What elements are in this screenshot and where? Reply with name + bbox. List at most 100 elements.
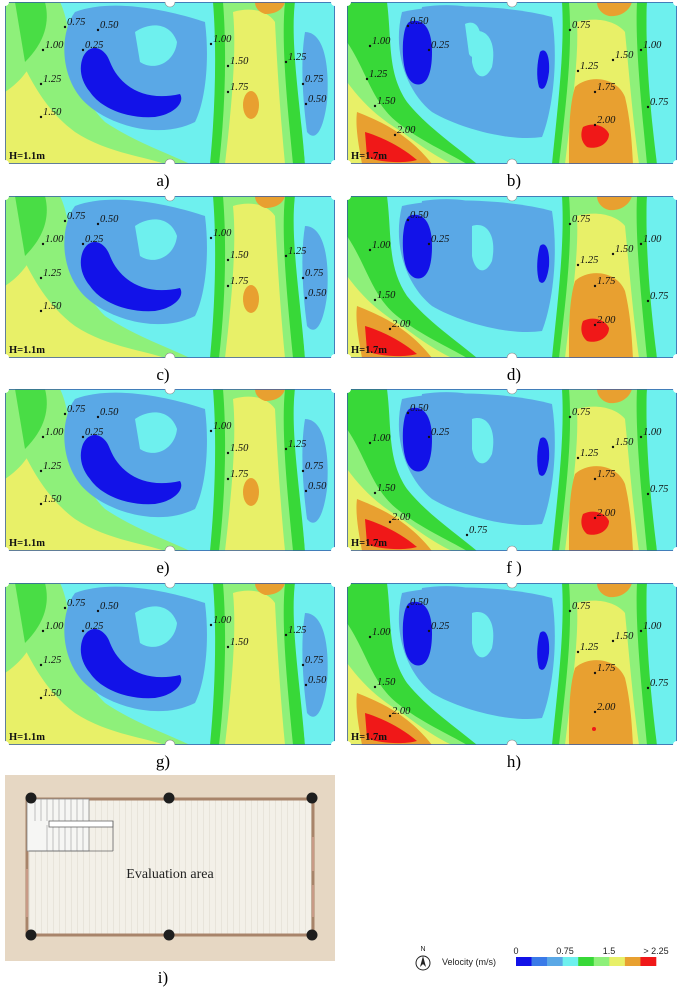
panel-label-a: a) — [156, 171, 170, 190]
velocity-panel-e: 0.75 0.50 0.25 1.00 1.25 1.50 1.00 1.50 1.75 1.25… — [5, 389, 335, 551]
contour-label: 1.00 — [213, 228, 232, 239]
contour-label: 0.75 — [650, 291, 668, 302]
legend-bin — [624, 957, 641, 966]
contour-label: 1.75 — [597, 276, 615, 287]
contour-label: 1.25 — [288, 246, 306, 257]
contour-label: 0.75 — [67, 598, 85, 609]
contour-label: 1.25 — [43, 461, 61, 472]
contour-label: 1.25 — [369, 69, 387, 80]
contour-label: 1.75 — [230, 276, 248, 287]
contour-label: 1.00 — [643, 40, 662, 51]
contour-label: 0.50 — [308, 481, 327, 492]
legend-tick-15: 1.5 — [603, 946, 616, 956]
legend-bin — [593, 957, 610, 966]
height-label: H=1.7m — [351, 151, 387, 162]
contour-label: 1.75 — [597, 663, 615, 674]
contour-label: 1.25 — [580, 61, 598, 72]
evaluation-area-label: Evaluation area — [126, 867, 214, 882]
contour-label: 1.75 — [597, 82, 615, 93]
contour-label: 1.00 — [372, 433, 391, 444]
contour-label: 1.50 — [615, 437, 634, 448]
velocity-legend: N Velocity (m/s) 0 0.75 1.5 > 2.25 — [412, 943, 682, 973]
column-icons — [25, 792, 318, 941]
velocity-panel-b: 0.50 0.25 1.00 1.25 1.50 2.00 0.75 1.25 1.50 1.75… — [347, 2, 677, 164]
legend-tick-075: 0.75 — [556, 946, 574, 956]
height-label: H=1.1m — [9, 538, 45, 549]
panel-label-e: e) — [156, 558, 170, 577]
contour-label: 1.25 — [288, 625, 306, 636]
contour-plot: 0.75 0.50 0.25 1.00 1.25 1.50 1.00 1.50 1.25 0.75… — [5, 583, 335, 745]
contour-label: 1.25 — [43, 268, 61, 279]
stair-icon — [26, 798, 114, 852]
contour-label: 1.00 — [643, 234, 662, 245]
contour-plot: 0.75 0.50 0.25 1.00 1.25 1.50 1.00 1.50 1.75 1.25… — [5, 389, 335, 551]
contour-label: 1.25 — [580, 448, 598, 459]
contour-label: 0.75 — [305, 655, 323, 666]
contour-label: 2.00 — [597, 315, 616, 326]
contour-label: 0.50 — [308, 94, 327, 105]
contour-label: 1.50 — [43, 494, 62, 505]
contour-plot: 0.50 0.25 1.00 1.50 2.00 0.75 0.75 1.25 1.50 1.75… — [347, 389, 677, 551]
legend-bin — [516, 957, 532, 966]
contour-label: 0.25 — [431, 621, 449, 632]
contour-label: 0.75 — [572, 601, 590, 612]
contour-label: 1.75 — [230, 469, 248, 480]
contour-label: 2.00 — [392, 319, 411, 330]
height-label: H=1.7m — [351, 732, 387, 743]
height-label: H=1.1m — [9, 732, 45, 743]
contour-plot: 0.50 0.25 1.00 1.50 2.00 0.75 1.25 1.50 1.75 2.00… — [347, 196, 677, 358]
contour-label: 0.75 — [67, 17, 85, 28]
legend-bin — [531, 957, 548, 966]
contour-label: 2.00 — [597, 508, 616, 519]
contour-label: 0.50 — [410, 403, 429, 414]
north-label: N — [420, 946, 425, 953]
contour-label: 0.75 — [67, 404, 85, 415]
contour-label: 1.00 — [213, 34, 232, 45]
contour-label: 1.50 — [615, 50, 634, 61]
contour-label: 1.50 — [43, 688, 62, 699]
contour-label: 1.50 — [615, 631, 634, 642]
panel-label-g: g) — [155, 752, 171, 771]
contour-label: 1.50 — [230, 250, 249, 261]
contour-plot: 0.50 0.25 1.00 1.25 1.50 2.00 0.75 1.25 1.50 1.75… — [347, 2, 677, 164]
contour-label: 1.25 — [580, 642, 598, 653]
contour-label: 1.25 — [288, 439, 306, 450]
contour-label: 1.25 — [580, 255, 598, 266]
panel-label-d: d) — [506, 365, 522, 384]
contour-label: 1.00 — [372, 240, 391, 251]
contour-label: 1.00 — [45, 40, 64, 51]
contour-label: 1.00 — [213, 421, 232, 432]
contour-label: 1.00 — [45, 427, 64, 438]
legend-color-bar — [516, 957, 657, 966]
contour-label: 0.75 — [650, 97, 668, 108]
contour-label: 0.75 — [572, 407, 590, 418]
contour-plot: 0.75 0.50 0.25 1.00 1.25 1.50 1.00 1.50 1.75 1.25… — [5, 196, 335, 358]
contour-label: 0.50 — [100, 601, 119, 612]
contour-label: 2.00 — [597, 115, 616, 126]
contour-label: 1.25 — [43, 655, 61, 666]
north-arrow-icon: N — [415, 946, 431, 971]
contour-label: 2.00 — [397, 125, 416, 136]
contour-label: 0.75 — [305, 74, 323, 85]
contour-label: 1.00 — [643, 427, 662, 438]
contour-label: 0.25 — [85, 40, 103, 51]
legend-bin — [547, 957, 563, 966]
contour-plot: 0.75 0.50 0.25 1.00 1.25 1.50 1.00 1.50 1.75 1.25… — [5, 2, 335, 164]
contour-label: 1.00 — [45, 621, 64, 632]
contour-label: 0.50 — [308, 288, 327, 299]
contour-label: 0.75 — [572, 20, 590, 31]
contour-label: 0.50 — [100, 407, 119, 418]
velocity-panel-d: 0.50 0.25 1.00 1.50 2.00 0.75 1.25 1.50 1.75 2.00… — [347, 196, 677, 358]
contour-label: 1.00 — [372, 36, 391, 47]
velocity-panel-a: 0.75 0.50 0.25 1.00 1.25 1.50 1.00 1.50 1.75 1.25… — [5, 2, 335, 164]
legend-bin — [609, 957, 626, 966]
contour-label: 1.50 — [377, 483, 396, 494]
contour-label: 1.50 — [230, 637, 249, 648]
contour-label: 0.50 — [410, 210, 429, 221]
contour-label: 1.50 — [43, 107, 62, 118]
contour-label: 0.25 — [85, 621, 103, 632]
height-label: H=1.1m — [9, 151, 45, 162]
contour-label: 0.25 — [431, 234, 449, 245]
contour-label: 1.50 — [377, 290, 396, 301]
legend-tick-225: > 2.25 — [643, 946, 668, 956]
